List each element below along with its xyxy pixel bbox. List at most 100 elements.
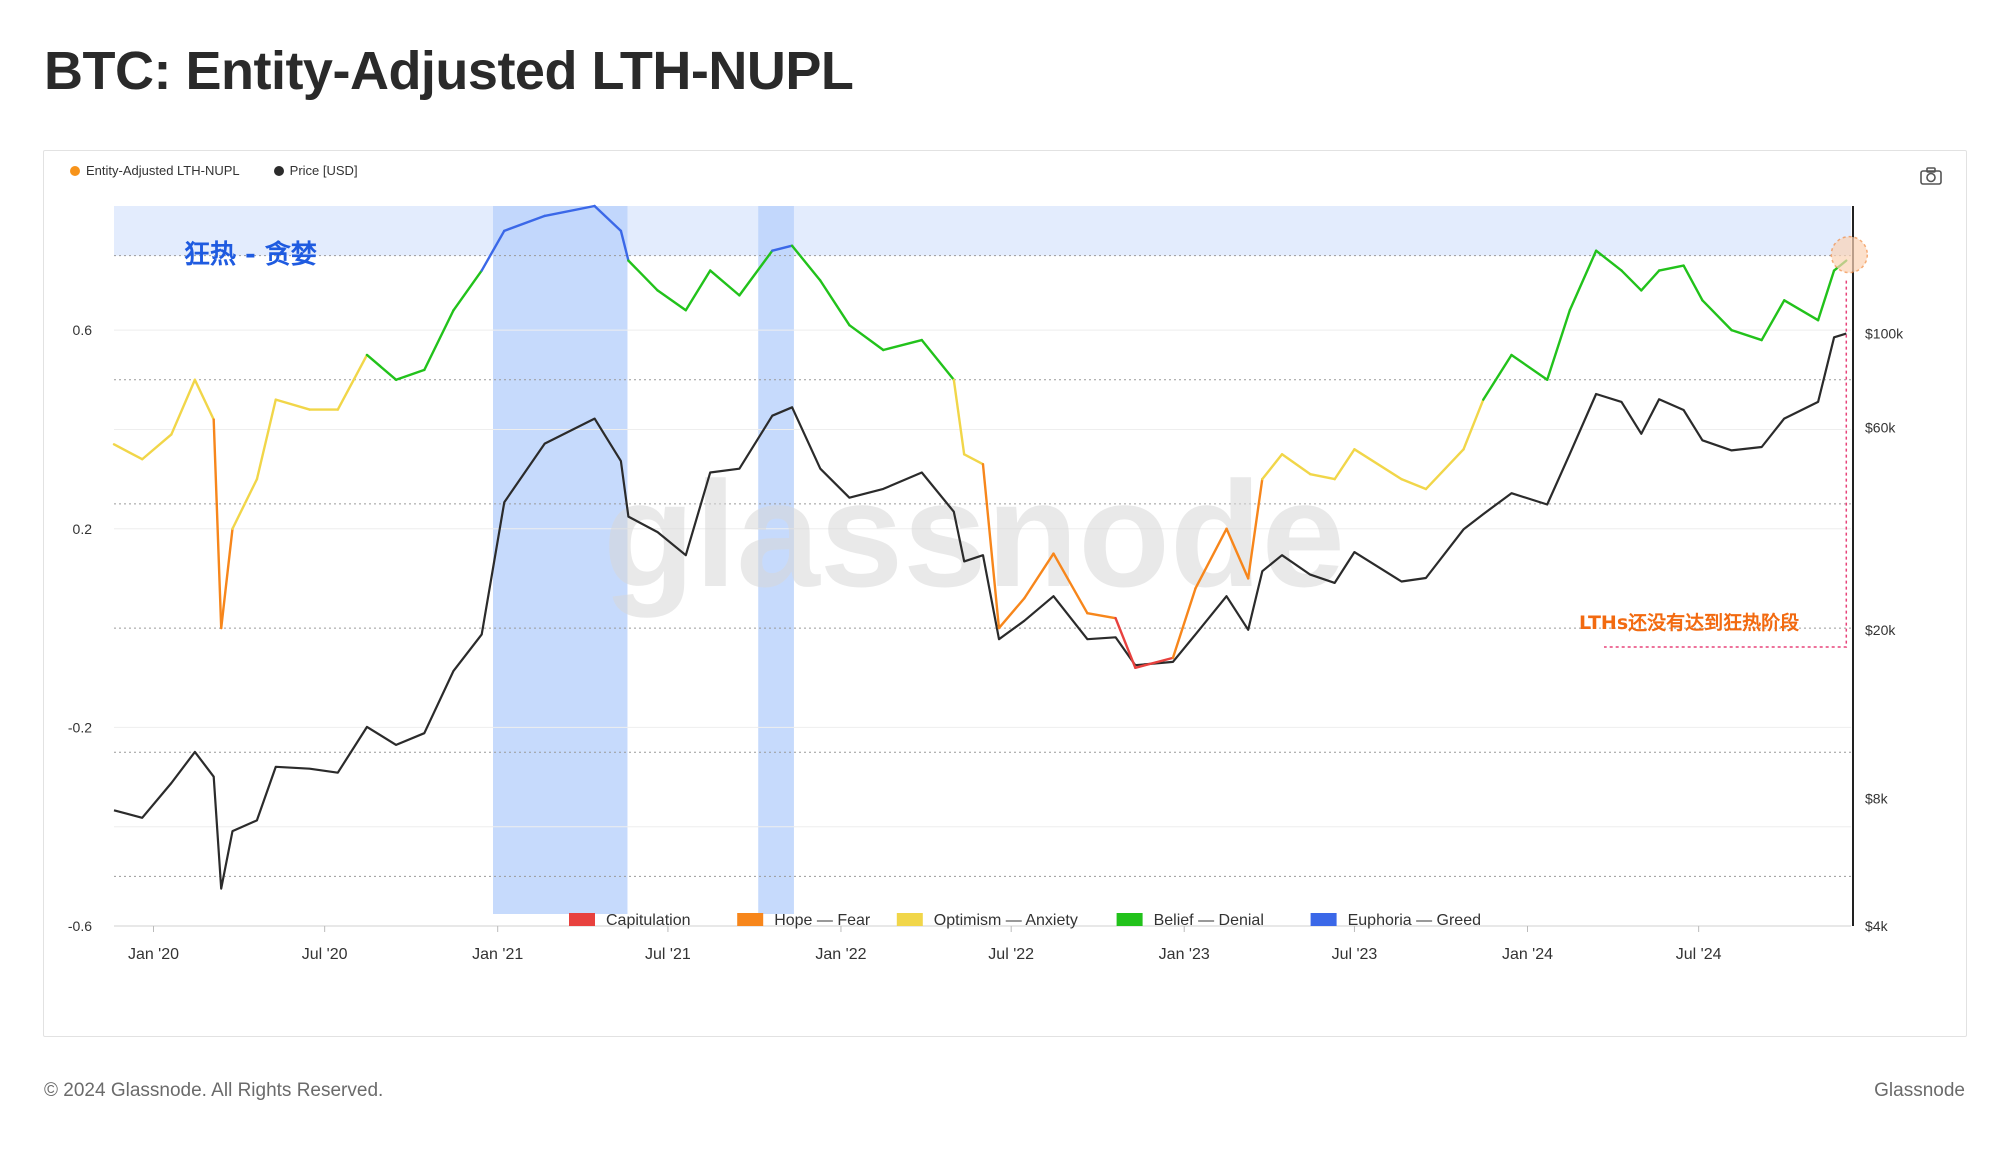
y-right-tick-2: $20k [1865,622,1896,638]
nupl-segment-13 [423,309,455,372]
nupl-segment-40 [1171,587,1197,660]
nupl-segment-65 [1816,269,1836,322]
annotation-marker [1830,235,1869,274]
nupl-segment-64 [1783,299,1820,322]
nupl-segment-21 [656,289,687,312]
nupl-segment-41 [1194,527,1228,590]
nupl-segment-54 [1546,309,1572,381]
nupl-segment-23 [709,269,741,297]
band-legend-label-2: Optimism — Anxiety [934,912,1078,929]
nupl-segment-52 [1482,353,1513,401]
band-legend-swatch-3 [1116,913,1143,926]
euphoria-zone-label: 狂热 - 贪婪 [184,239,317,270]
euphoria-zone [114,206,1851,256]
nupl-segment-3 [193,378,215,421]
nupl-segment-32 [962,453,985,466]
nupl-segment-2 [170,378,197,436]
nupl-segment-63 [1760,299,1786,342]
highlight-period-1 [758,206,794,914]
nupl-segment-35 [1023,552,1055,600]
x-tick-3: Jul '21 [645,946,691,963]
y-left-tick-3: -0.6 [68,918,92,934]
footer-brand[interactable]: Glassnode [1874,1080,1965,1101]
nupl-segment-37 [1086,611,1117,620]
nupl-segment-33 [981,463,1001,630]
nupl-segment-25 [771,244,794,252]
nupl-segment-31 [952,378,966,456]
nupl-segment-17 [543,204,596,218]
nupl-segment-7 [255,398,277,481]
nupl-segment-27 [819,279,851,327]
nupl-segment-26 [790,244,822,282]
nupl-segment-10 [336,353,369,411]
nupl-segment-34 [997,597,1026,630]
nupl-segment-4 [212,418,223,630]
nupl-segment-39 [1134,656,1175,669]
nupl-segment-48 [1353,448,1403,481]
nupl-segment-57 [1620,269,1643,292]
chart-plot: glassnode 狂热 - 贪婪 0.6 0.2 -0.2 -0.6 $100k $60k $… [68,204,1904,963]
band-legend-label-3: Belief — Denial [1154,912,1264,929]
nupl-segment-45 [1280,453,1312,476]
x-tick-6: Jan '23 [1159,946,1210,963]
footer-copyright: © 2024 Glassnode. All Rights Reserved. [44,1080,384,1101]
nupl-segment-44 [1261,453,1284,481]
x-tick-8: Jan '24 [1502,946,1553,963]
y-left-tick-1: 0.2 [73,521,93,537]
legend-dot-nupl [70,165,80,176]
y-right-tick-3: $8k [1865,790,1889,806]
x-tick-4: Jan '22 [815,946,866,963]
nupl-segment-20 [627,259,659,292]
x-tick-0: Jan '20 [128,946,179,963]
x-tick-1: Jul '20 [302,946,348,963]
x-tick-5: Jul '22 [988,946,1034,963]
nupl-segment-58 [1640,269,1661,292]
band-legend-label-1: Hope — Fear [774,912,871,929]
nupl-segment-38 [1114,616,1137,669]
nupl-segment-43 [1246,477,1264,580]
nupl-segment-6 [231,477,259,530]
band-legend-label-4: Euphoria — Greed [1348,912,1481,929]
band-legend-label-0: Capitulation [606,912,691,929]
nupl-segment-50 [1424,448,1465,491]
nupl-segment-30 [920,338,956,381]
nupl-segment-36 [1052,552,1089,615]
watermark: glassnode [603,450,1345,618]
nupl-segment-18 [593,204,623,233]
nupl-segment-15 [480,229,506,272]
nupl-segment-59 [1657,264,1685,272]
price-line [113,332,1847,890]
legend-label-price: Price [USD] [289,163,358,178]
y-right-tick-4: $4k [1865,918,1889,934]
band-legend-swatch-2 [896,913,923,926]
y-left-tick-2: -0.2 [68,719,92,735]
chart-legend: Entity-Adjusted LTH-NUPL Price [USD] [70,163,358,178]
x-tick-7: Jul '23 [1332,946,1378,963]
camera-icon[interactable] [1920,167,1942,185]
nupl-segment-24 [738,249,774,297]
x-tick-9: Jul '24 [1676,946,1722,963]
nupl-segment-14 [452,269,483,312]
band-legend-swatch-1 [737,913,764,926]
nupl-segment-1 [141,433,173,461]
nupl-segment-51 [1462,398,1485,451]
legend-item-nupl[interactable]: Entity-Adjusted LTH-NUPL [70,163,240,178]
nupl-segment-0 [112,443,144,461]
band-legend-swatch-0 [569,913,595,926]
nupl-segment-19 [619,229,630,262]
nupl-segment-55 [1568,249,1598,312]
nupl-segment-28 [848,323,885,352]
band-legend-swatch-4 [1310,913,1337,926]
y-right-tick-1: $60k [1865,420,1896,436]
highlight-period-0 [492,206,628,914]
legend-label-nupl: Entity-Adjusted LTH-NUPL [86,163,240,178]
nupl-segment-49 [1400,477,1428,491]
page-title: BTC: Entity-Adjusted LTH-NUPL [44,41,854,101]
chart-card: Entity-Adjusted LTH-NUPL Price [USD] gla… [43,150,1967,1037]
legend-dot-price [273,165,284,176]
nupl-segment-8 [274,398,311,411]
annotation-text: LTHs还没有达到狂热阶段 [1579,611,1800,634]
y-right-tick-0: $100k [1865,326,1904,342]
nupl-segment-5 [220,527,234,630]
legend-item-price[interactable]: Price [USD] [273,163,358,178]
